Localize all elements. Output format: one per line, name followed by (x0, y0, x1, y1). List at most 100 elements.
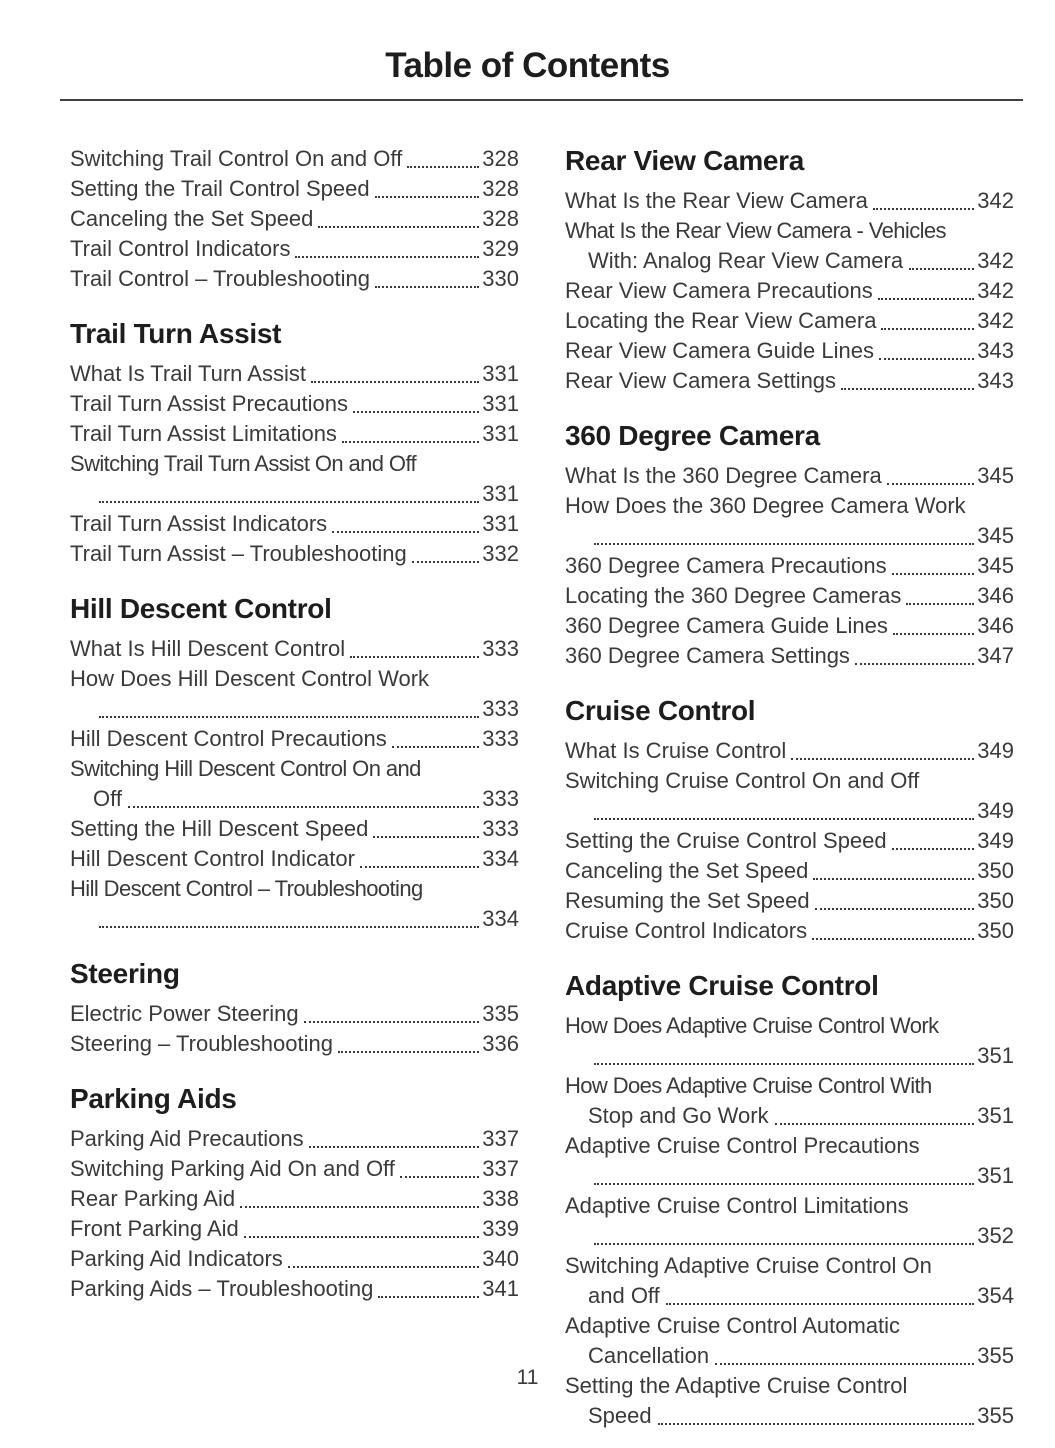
toc-entry[interactable]: Canceling the Set Speed 328 (70, 204, 519, 234)
entry-continuation-line: Cancellation 355 (565, 1341, 1014, 1371)
toc-entry[interactable]: Steering – Troubleshooting 336 (70, 1029, 519, 1059)
entry-continuation-line: 333 (70, 694, 519, 724)
dotted-leader (99, 716, 480, 718)
toc-column-right: Rear View Camera What Is the Rear View Ca… (565, 144, 1014, 1431)
entry-label: Front Parking Aid (70, 1216, 239, 1241)
toc-entry[interactable]: What Is the 360 Degree Camera 345 (565, 461, 1014, 491)
entry-page-number: 337 (482, 1126, 519, 1151)
toc-entry[interactable]: Parking Aids – Troubleshooting 341 (70, 1274, 519, 1304)
toc-entry[interactable]: How Does Adaptive Cruise Control With Sto… (565, 1071, 1014, 1131)
toc-entry[interactable]: Setting the Trail Control Speed 328 (70, 174, 519, 204)
toc-entry[interactable]: Setting the Hill Descent Speed 333 (70, 814, 519, 844)
toc-columns: Switching Trail Control On and Off 328 Set… (70, 144, 1014, 1431)
toc-entry[interactable]: Hill Descent Control Precautions 333 (70, 724, 519, 754)
toc-entry[interactable]: 360 Degree Camera Guide Lines 346 (565, 611, 1014, 641)
dotted-leader (350, 656, 480, 658)
entry-continuation-line: 331 (70, 479, 519, 509)
entry-page-number: 333 (482, 636, 519, 661)
toc-entry[interactable]: Adaptive Cruise Control Precautions 351 (565, 1131, 1014, 1191)
toc-section: Cruise Control What Is Cruise Control 349 S… (565, 694, 1014, 946)
toc-entry[interactable]: Switching Hill Descent Control On and Off… (70, 754, 519, 814)
toc-entry[interactable]: Trail Turn Assist Limitations 331 (70, 419, 519, 449)
entry-page-number: 347 (977, 643, 1014, 668)
dotted-leader (308, 1146, 480, 1148)
toc-entry[interactable]: Rear View Camera Settings 343 (565, 366, 1014, 396)
entry-label: What Is the Rear View Camera (565, 188, 868, 213)
dotted-leader (310, 381, 480, 383)
entry-page-number: 352 (977, 1223, 1014, 1248)
toc-section: Rear View Camera What Is the Rear View Ca… (565, 144, 1014, 396)
toc-entry[interactable]: Locating the 360 Degree Cameras 346 (565, 581, 1014, 611)
toc-entry[interactable]: Setting the Adaptive Cruise Control Speed… (565, 1371, 1014, 1431)
dotted-leader (243, 1236, 480, 1238)
toc-entry[interactable]: Setting the Cruise Control Speed 349 (565, 826, 1014, 856)
toc-entry[interactable]: Cruise Control Indicators 350 (565, 916, 1014, 946)
toc-entry[interactable]: Hill Descent Control Indicator 334 (70, 844, 519, 874)
toc-entry[interactable]: What Is Hill Descent Control 333 (70, 634, 519, 664)
entry-page-number: 334 (482, 906, 519, 931)
toc-entry[interactable]: Resuming the Set Speed 350 (565, 886, 1014, 916)
section-heading: Rear View Camera (565, 145, 805, 176)
entry-label: How Does Adaptive Cruise Control With (565, 1073, 932, 1098)
toc-entry[interactable]: 360 Degree Camera Precautions 345 (565, 551, 1014, 581)
toc-entry[interactable]: What Is Cruise Control 349 (565, 736, 1014, 766)
toc-entry[interactable]: Switching Trail Turn Assist On and Off 33… (70, 449, 519, 509)
toc-entry[interactable]: Locating the Rear View Camera 342 (565, 306, 1014, 336)
dotted-leader (657, 1423, 975, 1425)
toc-entry[interactable]: Switching Trail Control On and Off 328 (70, 144, 519, 174)
toc-entry[interactable]: How Does Adaptive Cruise Control Work 351 (565, 1011, 1014, 1071)
toc-entry[interactable]: Rear Parking Aid 338 (70, 1184, 519, 1214)
entry-label-continuation: Speed (588, 1403, 652, 1428)
entry-label: Locating the Rear View Camera (565, 308, 877, 333)
section-heading: Adaptive Cruise Control (565, 970, 879, 1001)
toc-entry[interactable]: Hill Descent Control – Troubleshooting 33… (70, 874, 519, 934)
entry-page-number: 350 (977, 918, 1014, 943)
toc-entry[interactable]: Switching Parking Aid On and Off 337 (70, 1154, 519, 1184)
entry-label: Switching Trail Control On and Off (70, 146, 403, 171)
toc-entry[interactable]: How Does Hill Descent Control Work 333 (70, 664, 519, 724)
dotted-leader (891, 848, 975, 850)
toc-entry[interactable]: Switching Adaptive Cruise Control On and … (565, 1251, 1014, 1311)
entry-page-number: 342 (977, 308, 1014, 333)
entry-continuation-line: 351 (565, 1041, 1014, 1071)
toc-entry[interactable]: Adaptive Cruise Control Limitations 352 (565, 1191, 1014, 1251)
entry-label: Trail Turn Assist Indicators (70, 511, 328, 536)
toc-entry[interactable]: Trail Control – Troubleshooting 330 (70, 264, 519, 294)
dotted-leader (594, 1063, 975, 1065)
entry-label: Trail Control – Troubleshooting (70, 266, 371, 291)
toc-entry[interactable]: What Is the Rear View Camera - Vehicles W… (565, 216, 1014, 276)
toc-entry[interactable]: Trail Turn Assist Indicators 331 (70, 509, 519, 539)
entry-page-number: 333 (482, 786, 519, 811)
toc-entry[interactable]: How Does the 360 Degree Camera Work 345 (565, 491, 1014, 551)
entry-page-number: 334 (482, 846, 519, 871)
toc-entry[interactable]: 360 Degree Camera Settings 347 (565, 641, 1014, 671)
toc-entry[interactable]: Rear View Camera Guide Lines 343 (565, 336, 1014, 366)
entry-label: How Does Adaptive Cruise Control Work (565, 1013, 939, 1038)
toc-entry[interactable]: Parking Aid Indicators 340 (70, 1244, 519, 1274)
toc-entry[interactable]: Electric Power Steering 335 (70, 999, 519, 1029)
entry-label: Locating the 360 Degree Cameras (565, 583, 902, 608)
entry-page-number: 355 (977, 1343, 1014, 1368)
entry-label: How Does Hill Descent Control Work (70, 666, 430, 691)
toc-entry[interactable]: Rear View Camera Precautions 342 (565, 276, 1014, 306)
toc-section: Steering Electric Power Steering 335 Steeri… (70, 957, 519, 1059)
entry-label: What Is Cruise Control (565, 738, 787, 763)
entry-label: Hill Descent Control Indicator (70, 846, 355, 871)
toc-entry[interactable]: Canceling the Set Speed 350 (565, 856, 1014, 886)
entry-label-continuation: and Off (588, 1283, 660, 1308)
toc-entry[interactable]: Trail Control Indicators 329 (70, 234, 519, 264)
toc-section: Switching Trail Control On and Off 328 Set… (70, 144, 519, 294)
toc-entry[interactable]: What Is the Rear View Camera 342 (565, 186, 1014, 216)
entry-continuation-line: 345 (565, 521, 1014, 551)
toc-entry[interactable]: Trail Turn Assist – Troubleshooting 332 (70, 539, 519, 569)
toc-entry[interactable]: What Is Trail Turn Assist 331 (70, 359, 519, 389)
entry-label: Switching Cruise Control On and Off (565, 768, 920, 793)
toc-entry[interactable]: Switching Cruise Control On and Off 349 (565, 766, 1014, 826)
toc-entry[interactable]: Trail Turn Assist Precautions 331 (70, 389, 519, 419)
dotted-leader (594, 1243, 975, 1245)
toc-entry[interactable]: Front Parking Aid 339 (70, 1214, 519, 1244)
toc-entry[interactable]: Parking Aid Precautions 337 (70, 1124, 519, 1154)
dotted-leader (375, 286, 480, 288)
toc-entry[interactable]: Adaptive Cruise Control Automatic Cancell… (565, 1311, 1014, 1371)
